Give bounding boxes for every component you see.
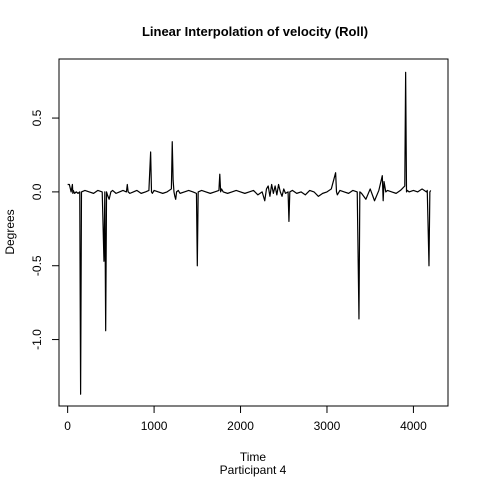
y-tick-label: -1.0 [30,329,44,350]
x-tick-label: 1000 [141,419,168,433]
y-axis: -1.0 -0.5 0.0 0.5 [30,109,59,349]
x-tick-label: 4000 [400,419,427,433]
y-tick-label: 0.5 [30,109,44,126]
plot-area [68,72,431,394]
x-tick-label: 3000 [314,419,341,433]
x-axis-subtitle: Participant 4 [220,463,287,477]
x-axis: 0 1000 2000 3000 4000 [64,406,427,433]
y-axis-label: Degrees [3,209,17,254]
chart-title: Linear Interpolation of velocity (Roll) [142,24,368,39]
x-axis-label: Time [240,450,267,464]
x-tick-label: 2000 [227,419,254,433]
plot-frame [59,59,448,406]
y-tick-label: -0.5 [30,255,44,276]
x-tick-label: 0 [64,419,71,433]
series-line [68,72,431,394]
y-tick-label: 0.0 [30,183,44,200]
